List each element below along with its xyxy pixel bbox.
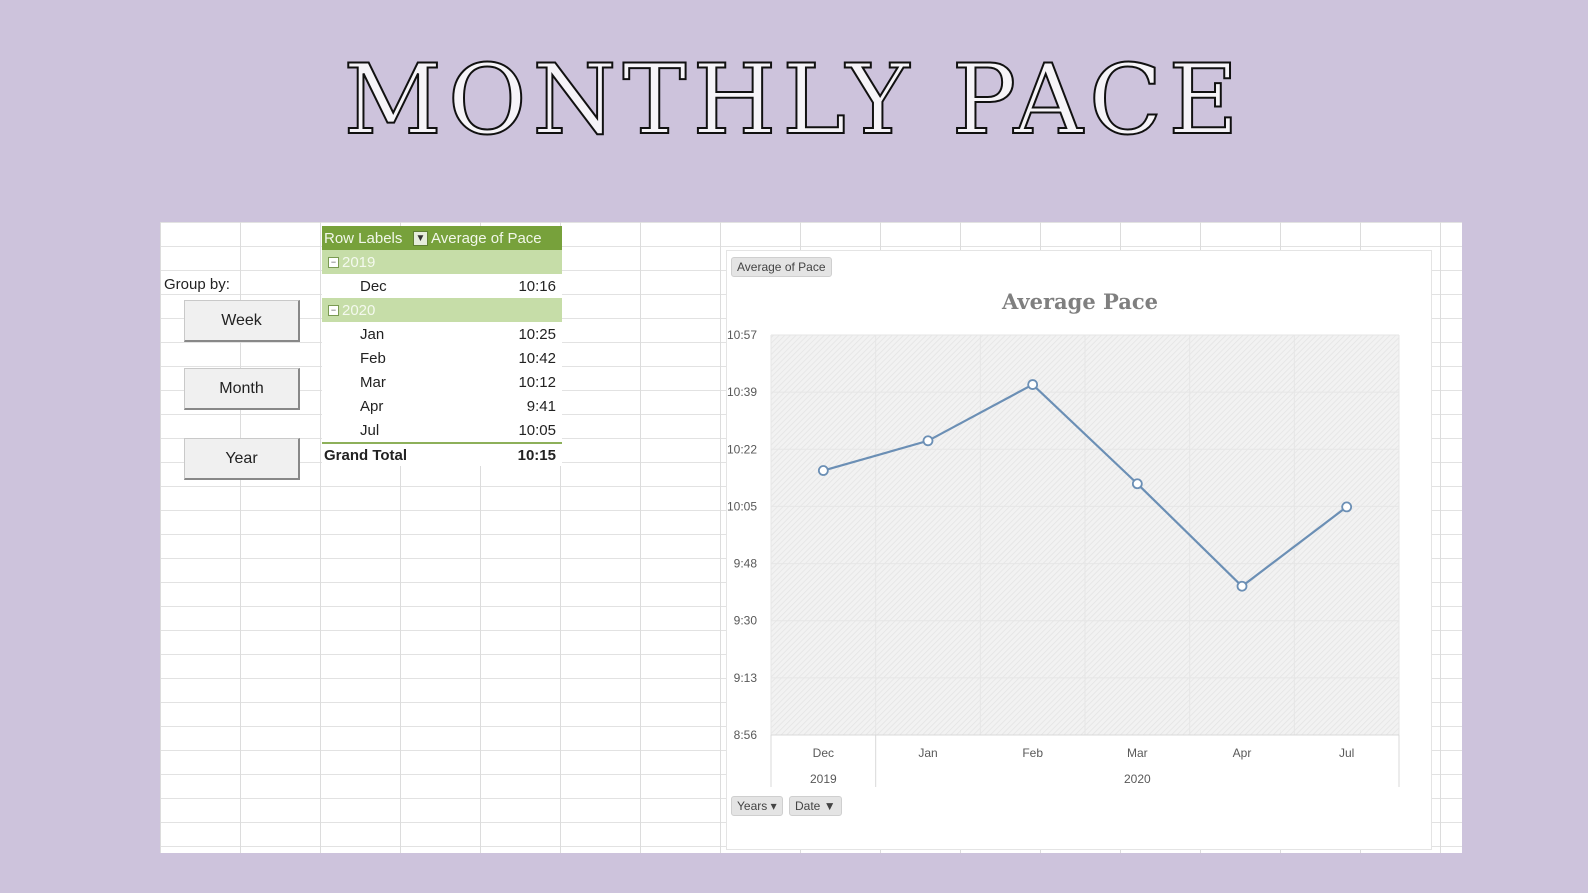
date-field-button[interactable]: Date ▼ [789,796,842,816]
pivot-month-row: Mar 10:12 [322,370,562,394]
x-tick-label: Jul [1339,746,1354,760]
x-tick-label: Dec [813,746,834,760]
y-tick-label: 8:56 [734,728,758,742]
chart-title: Average Pace [1001,289,1158,314]
years-field-button[interactable]: Years ▾ [731,796,783,816]
month-label: Dec [360,277,387,295]
pace-value: 10:42 [518,349,556,367]
series-line [823,383,1348,588]
pivot-month-row: Apr 9:41 [322,394,562,418]
group-by-label: Group by: [164,276,230,293]
year-label: 2019 [342,253,376,271]
x-tick-label: Mar [1127,746,1148,760]
data-point [1341,501,1353,513]
data-point [817,465,829,476]
pivot-table: Row Labels ▼ Average of Pace − 2019 Dec … [322,226,562,466]
collapse-icon[interactable]: − [328,256,339,268]
x-tick-label: Jan [918,746,937,760]
month-label: Jul [360,421,380,439]
pivot-month-row: Feb 10:42 [322,346,562,370]
grand-total-label: Grand Total [324,446,408,464]
page-title: MONTHLY PACE [343,44,1245,156]
filter-icon: ▼ [823,799,836,813]
pace-value: 10:25 [518,325,556,343]
y-tick-label: 9:30 [734,614,758,628]
x-group-label: 2020 [1124,772,1151,786]
dropdown-arrow-icon: ▾ [770,799,777,813]
y-tick-label: 10:05 [727,499,757,513]
pivot-month-row: Dec 10:16 [322,274,562,298]
y-tick-label: 10:39 [727,385,757,399]
grand-total-value: 10:15 [517,446,556,464]
filter-icon[interactable]: ▼ [413,230,428,246]
year-button[interactable]: Year [184,438,300,480]
y-tick-label: 10:57 [727,328,757,342]
data-point [1027,379,1039,390]
x-group-label: 2019 [810,772,837,786]
pivot-year-row: − 2020 [322,298,562,322]
average-of-pace-field-button[interactable]: Average of Pace [731,257,832,277]
data-point [1131,478,1143,490]
month-button[interactable]: Month [184,368,300,410]
month-label: Mar [360,373,386,391]
pivot-month-row: Jul 10:05 [322,418,562,442]
years-field-label: Years [737,799,768,813]
average-of-pace-header: Average of Pace [431,229,542,247]
date-field-label: Date [795,799,821,813]
week-button[interactable]: Week [184,300,300,342]
pace-value: 9:41 [526,397,556,415]
grand-total-row: Grand Total 10:15 [322,442,562,466]
pace-value: 10:05 [518,421,556,439]
year-label: 2020 [342,301,376,319]
pivot-chart[interactable]: Average of Pace Average Pace 10:57 10:39 1… [726,250,1432,850]
collapse-icon[interactable]: − [328,304,339,316]
month-label: Jan [360,325,385,343]
pivot-header-row: Row Labels ▼ Average of Pace [322,226,562,250]
data-point [922,435,934,447]
data-point [1236,580,1248,592]
month-label: Feb [360,349,386,367]
x-tick-label: Feb [1022,746,1043,760]
x-tick-label: Apr [1233,746,1252,760]
pace-value: 10:12 [518,373,556,391]
y-tick-label: 9:13 [734,671,758,685]
pivot-year-row: − 2019 [322,250,562,274]
chart-canvas: 10:57 10:39 10:22 10:05 9:48 9:30 9:13 8:56 Dec J… [727,328,1400,787]
month-label: Apr [360,397,384,415]
y-tick-label: 9:48 [734,557,758,571]
y-tick-label: 10:22 [727,442,757,456]
pivot-month-row: Jan 10:25 [322,322,562,346]
pace-value: 10:16 [518,277,556,295]
row-labels-header: Row Labels [324,229,403,247]
